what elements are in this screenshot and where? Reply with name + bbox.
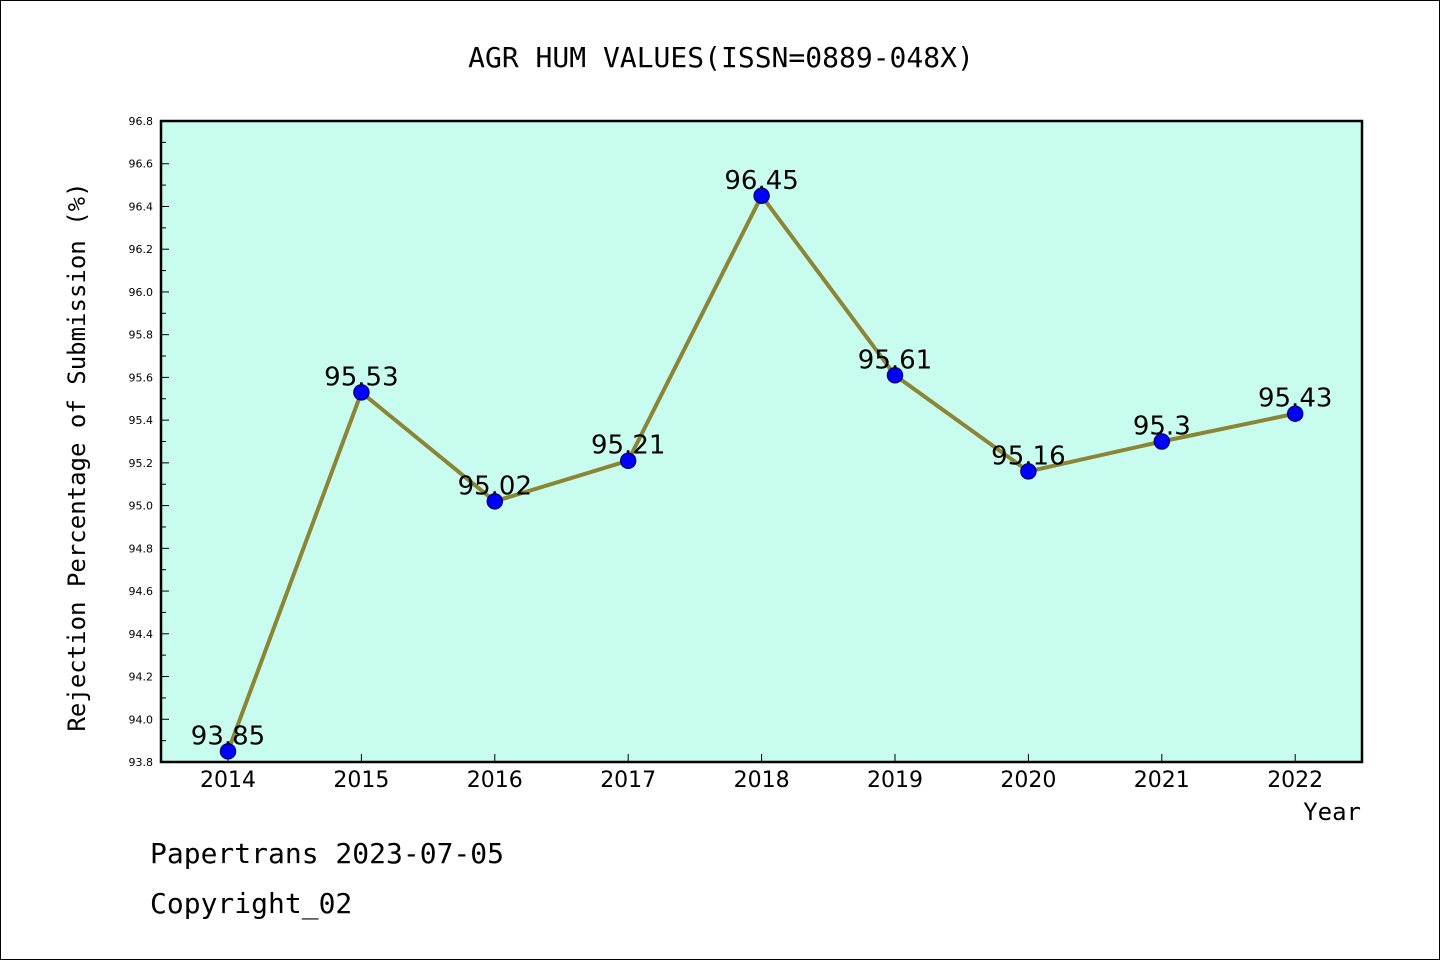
x-axis: 2014 2015 2016 2017 2018 2019 2020 2021 2022 [200, 754, 1323, 793]
y-tick-label: 95.8 [129, 329, 154, 342]
x-tick-label: 2015 [333, 768, 389, 793]
chart-title: AGR HUM VALUES(ISSN=0889-048X) [468, 41, 974, 74]
data-point-marker [619, 452, 637, 469]
data-point-marker [886, 367, 904, 384]
y-tick-label: 96.6 [129, 158, 154, 171]
footer-date-line: Papertrans 2023-07-05 [150, 837, 505, 870]
y-tick-label: 94.4 [129, 628, 154, 641]
data-point-label: 95.02 [458, 471, 532, 501]
x-tick-label: 2014 [200, 768, 256, 793]
data-point-label: 95.61 [858, 345, 932, 375]
data-markers [219, 187, 1304, 760]
y-tick-label: 95.2 [129, 457, 154, 470]
data-point-marker [1020, 463, 1037, 480]
x-tick-label: 2016 [467, 768, 523, 793]
y-tick-label: 96.2 [129, 243, 154, 256]
data-point-marker [1153, 433, 1171, 450]
data-point-marker [486, 493, 504, 510]
data-point-marker [219, 743, 237, 760]
y-axis-label: Rejection Percentage of Submission (%) [63, 182, 91, 731]
x-tick-label: 2020 [1000, 768, 1056, 793]
y-tick-label: 94.6 [129, 585, 154, 598]
x-tick-label: 2021 [1134, 768, 1190, 793]
plot-frame [159, 119, 1364, 764]
y-tick-label: 95.4 [129, 414, 154, 427]
data-point-marker [753, 187, 770, 205]
x-tick-label: 2018 [734, 768, 790, 793]
data-point-label: 93.85 [191, 721, 265, 751]
y-tick-label: 96.8 [129, 115, 154, 128]
y-tick-label: 94.8 [129, 542, 154, 555]
data-point-label: 96.45 [724, 166, 798, 196]
x-tick-label: 2022 [1267, 768, 1323, 793]
x-axis-label: Year [1303, 798, 1361, 826]
data-point-label: 95.3 [1133, 412, 1191, 442]
footer-copyright-line: Copyright_02 [150, 887, 353, 920]
x-tick-label: 2017 [600, 768, 656, 793]
data-point-label: 95.53 [324, 362, 398, 392]
data-point-label: 95.21 [591, 431, 665, 461]
x-tick-label: 2019 [867, 768, 923, 793]
y-tick-label: 94.2 [129, 671, 154, 684]
data-point-label: 95.43 [1258, 384, 1332, 414]
data-labels: 93.85 95.53 95.02 95.21 96.45 95.61 95.16 95.3 9… [191, 166, 1333, 752]
y-tick-label: 96.0 [129, 286, 154, 299]
y-tick-label: 93.8 [129, 756, 154, 769]
y-tick-label: 95.0 [129, 500, 154, 513]
data-point-marker [1286, 405, 1304, 422]
data-point-marker [353, 384, 370, 401]
data-point-label: 95.16 [991, 441, 1065, 471]
y-axis: 93.8 94.0 94.2 94.4 94.6 94.8 95.0 95.2 95.4 95.6… [129, 115, 169, 769]
y-tick-label: 94.0 [129, 713, 154, 726]
y-tick-label: 96.4 [129, 200, 154, 213]
y-tick-label: 95.6 [129, 371, 154, 384]
